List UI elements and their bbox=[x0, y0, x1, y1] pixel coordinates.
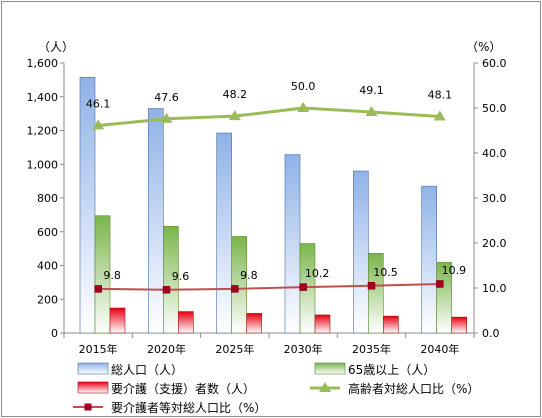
bars bbox=[79, 77, 467, 334]
bar-total-population bbox=[353, 170, 369, 334]
y-left-tick-label: 1,200 bbox=[27, 125, 59, 138]
data-label-care-ratio: 9.8 bbox=[240, 269, 258, 282]
data-label-elderly-ratio: 46.1 bbox=[86, 98, 111, 111]
bar-total-population bbox=[284, 154, 301, 334]
data-label-care-ratio: 9.6 bbox=[172, 270, 190, 283]
data-label-elderly-ratio: 47.6 bbox=[154, 91, 179, 104]
bar-care-recipients bbox=[314, 314, 331, 334]
legend-swatch-marker bbox=[84, 403, 92, 411]
y-left-tick-label: 200 bbox=[37, 293, 58, 306]
bar-total-population bbox=[216, 132, 232, 334]
y-right-unit: （%） bbox=[466, 40, 501, 54]
marker-care-ratio bbox=[231, 285, 239, 293]
y-right-tick-label: 0.0 bbox=[482, 327, 500, 340]
bar-care-recipients bbox=[383, 315, 399, 334]
data-label-elderly-ratio: 50.0 bbox=[291, 80, 316, 93]
bar-care-recipients bbox=[109, 307, 126, 334]
line-care-ratio bbox=[98, 282, 440, 291]
legend: 総人口（人） 65歳以上（人） 要介護（支援）者数（人） 高齢者対総人口比（%） 要介護… bbox=[73, 362, 479, 415]
legend-label: 総人口（人） bbox=[111, 363, 183, 377]
bar-total-population bbox=[79, 77, 96, 334]
y-left-tick-label: 1,000 bbox=[27, 158, 59, 171]
axes: 0 200 400 600 800 1,000 1,200 1,400 1,600 0.0 10.0… bbox=[27, 57, 507, 356]
marker-care-ratio bbox=[94, 285, 102, 293]
lines bbox=[92, 102, 446, 294]
y-right-tick-label: 20.0 bbox=[482, 237, 507, 250]
line-elderly-ratio bbox=[98, 106, 440, 128]
x-tick-label: 2020年 bbox=[147, 342, 186, 356]
bar-care-recipients bbox=[246, 313, 262, 334]
legend-swatch bbox=[77, 381, 109, 394]
y-left-tick-label: 0 bbox=[51, 327, 58, 340]
y-left-tick-label: 1,400 bbox=[27, 91, 59, 104]
data-label-elderly-ratio: 48.2 bbox=[223, 88, 248, 101]
data-label-elderly-ratio: 48.1 bbox=[428, 89, 453, 102]
marker-elderly-ratio bbox=[160, 112, 173, 123]
bar-elderly-65-plus bbox=[94, 215, 111, 334]
legend-label: 65歳以上（人） bbox=[348, 363, 435, 377]
x-tick-label: 2040年 bbox=[420, 342, 459, 356]
bar-elderly-65-plus bbox=[436, 262, 452, 334]
bar-elderly-65-plus bbox=[368, 253, 384, 334]
data-label-care-ratio: 10.2 bbox=[305, 267, 330, 280]
bar-total-population bbox=[421, 185, 437, 334]
data-label-care-ratio: 10.5 bbox=[373, 266, 398, 279]
bar-elderly-65-plus bbox=[231, 236, 247, 334]
x-tick-label: 2030年 bbox=[284, 342, 323, 356]
marker-elderly-ratio bbox=[365, 106, 378, 117]
data-labels: 46.1 47.6 48.2 50.0 49.1 48.1 9.8 9.6 9.8 10.2 10.… bbox=[86, 80, 466, 283]
y-left-tick-label: 800 bbox=[37, 192, 58, 205]
bar-care-recipients bbox=[178, 311, 194, 334]
bar-elderly-65-plus bbox=[163, 226, 179, 334]
legend-label: 要介護（支援）者数（人） bbox=[111, 381, 255, 396]
marker-elderly-ratio bbox=[228, 110, 241, 121]
data-label-elderly-ratio: 49.1 bbox=[359, 84, 384, 97]
y-right-tick-label: 10.0 bbox=[482, 282, 507, 295]
legend-label: 高齢者対総人口比（%） bbox=[348, 381, 479, 396]
marker-elderly-ratio bbox=[297, 102, 310, 112]
y-right-tick-label: 40.0 bbox=[482, 147, 507, 160]
marker-elderly-ratio bbox=[92, 119, 105, 130]
marker-care-ratio bbox=[162, 286, 171, 294]
y-right-tick-label: 30.0 bbox=[482, 192, 507, 205]
x-tick-label: 2015年 bbox=[79, 342, 118, 356]
marker-elderly-ratio bbox=[433, 110, 446, 121]
marker-care-ratio bbox=[299, 283, 307, 291]
y-left-unit: （人） bbox=[38, 40, 74, 54]
legend-label: 要介護者等対総人口比（%） bbox=[111, 400, 266, 415]
data-label-care-ratio: 10.9 bbox=[442, 264, 467, 277]
y-right-tick-label: 50.0 bbox=[482, 102, 507, 115]
data-label-care-ratio: 9.8 bbox=[103, 269, 121, 282]
y-left-tick-label: 600 bbox=[37, 226, 58, 239]
legend-swatch bbox=[77, 362, 109, 375]
legend-swatch bbox=[314, 362, 346, 375]
y-right-tick-label: 60.0 bbox=[482, 57, 507, 70]
y-left-tick-label: 400 bbox=[37, 260, 58, 273]
y-left-tick-label: 1,600 bbox=[27, 57, 59, 70]
marker-care-ratio bbox=[367, 282, 376, 290]
legend-swatch-marker bbox=[319, 382, 331, 392]
x-tick-label: 2025年 bbox=[215, 342, 254, 356]
marker-care-ratio bbox=[436, 280, 444, 288]
bar-care-recipients bbox=[451, 316, 467, 334]
bar-total-population bbox=[148, 108, 164, 334]
x-tick-label: 2035年 bbox=[352, 342, 391, 356]
